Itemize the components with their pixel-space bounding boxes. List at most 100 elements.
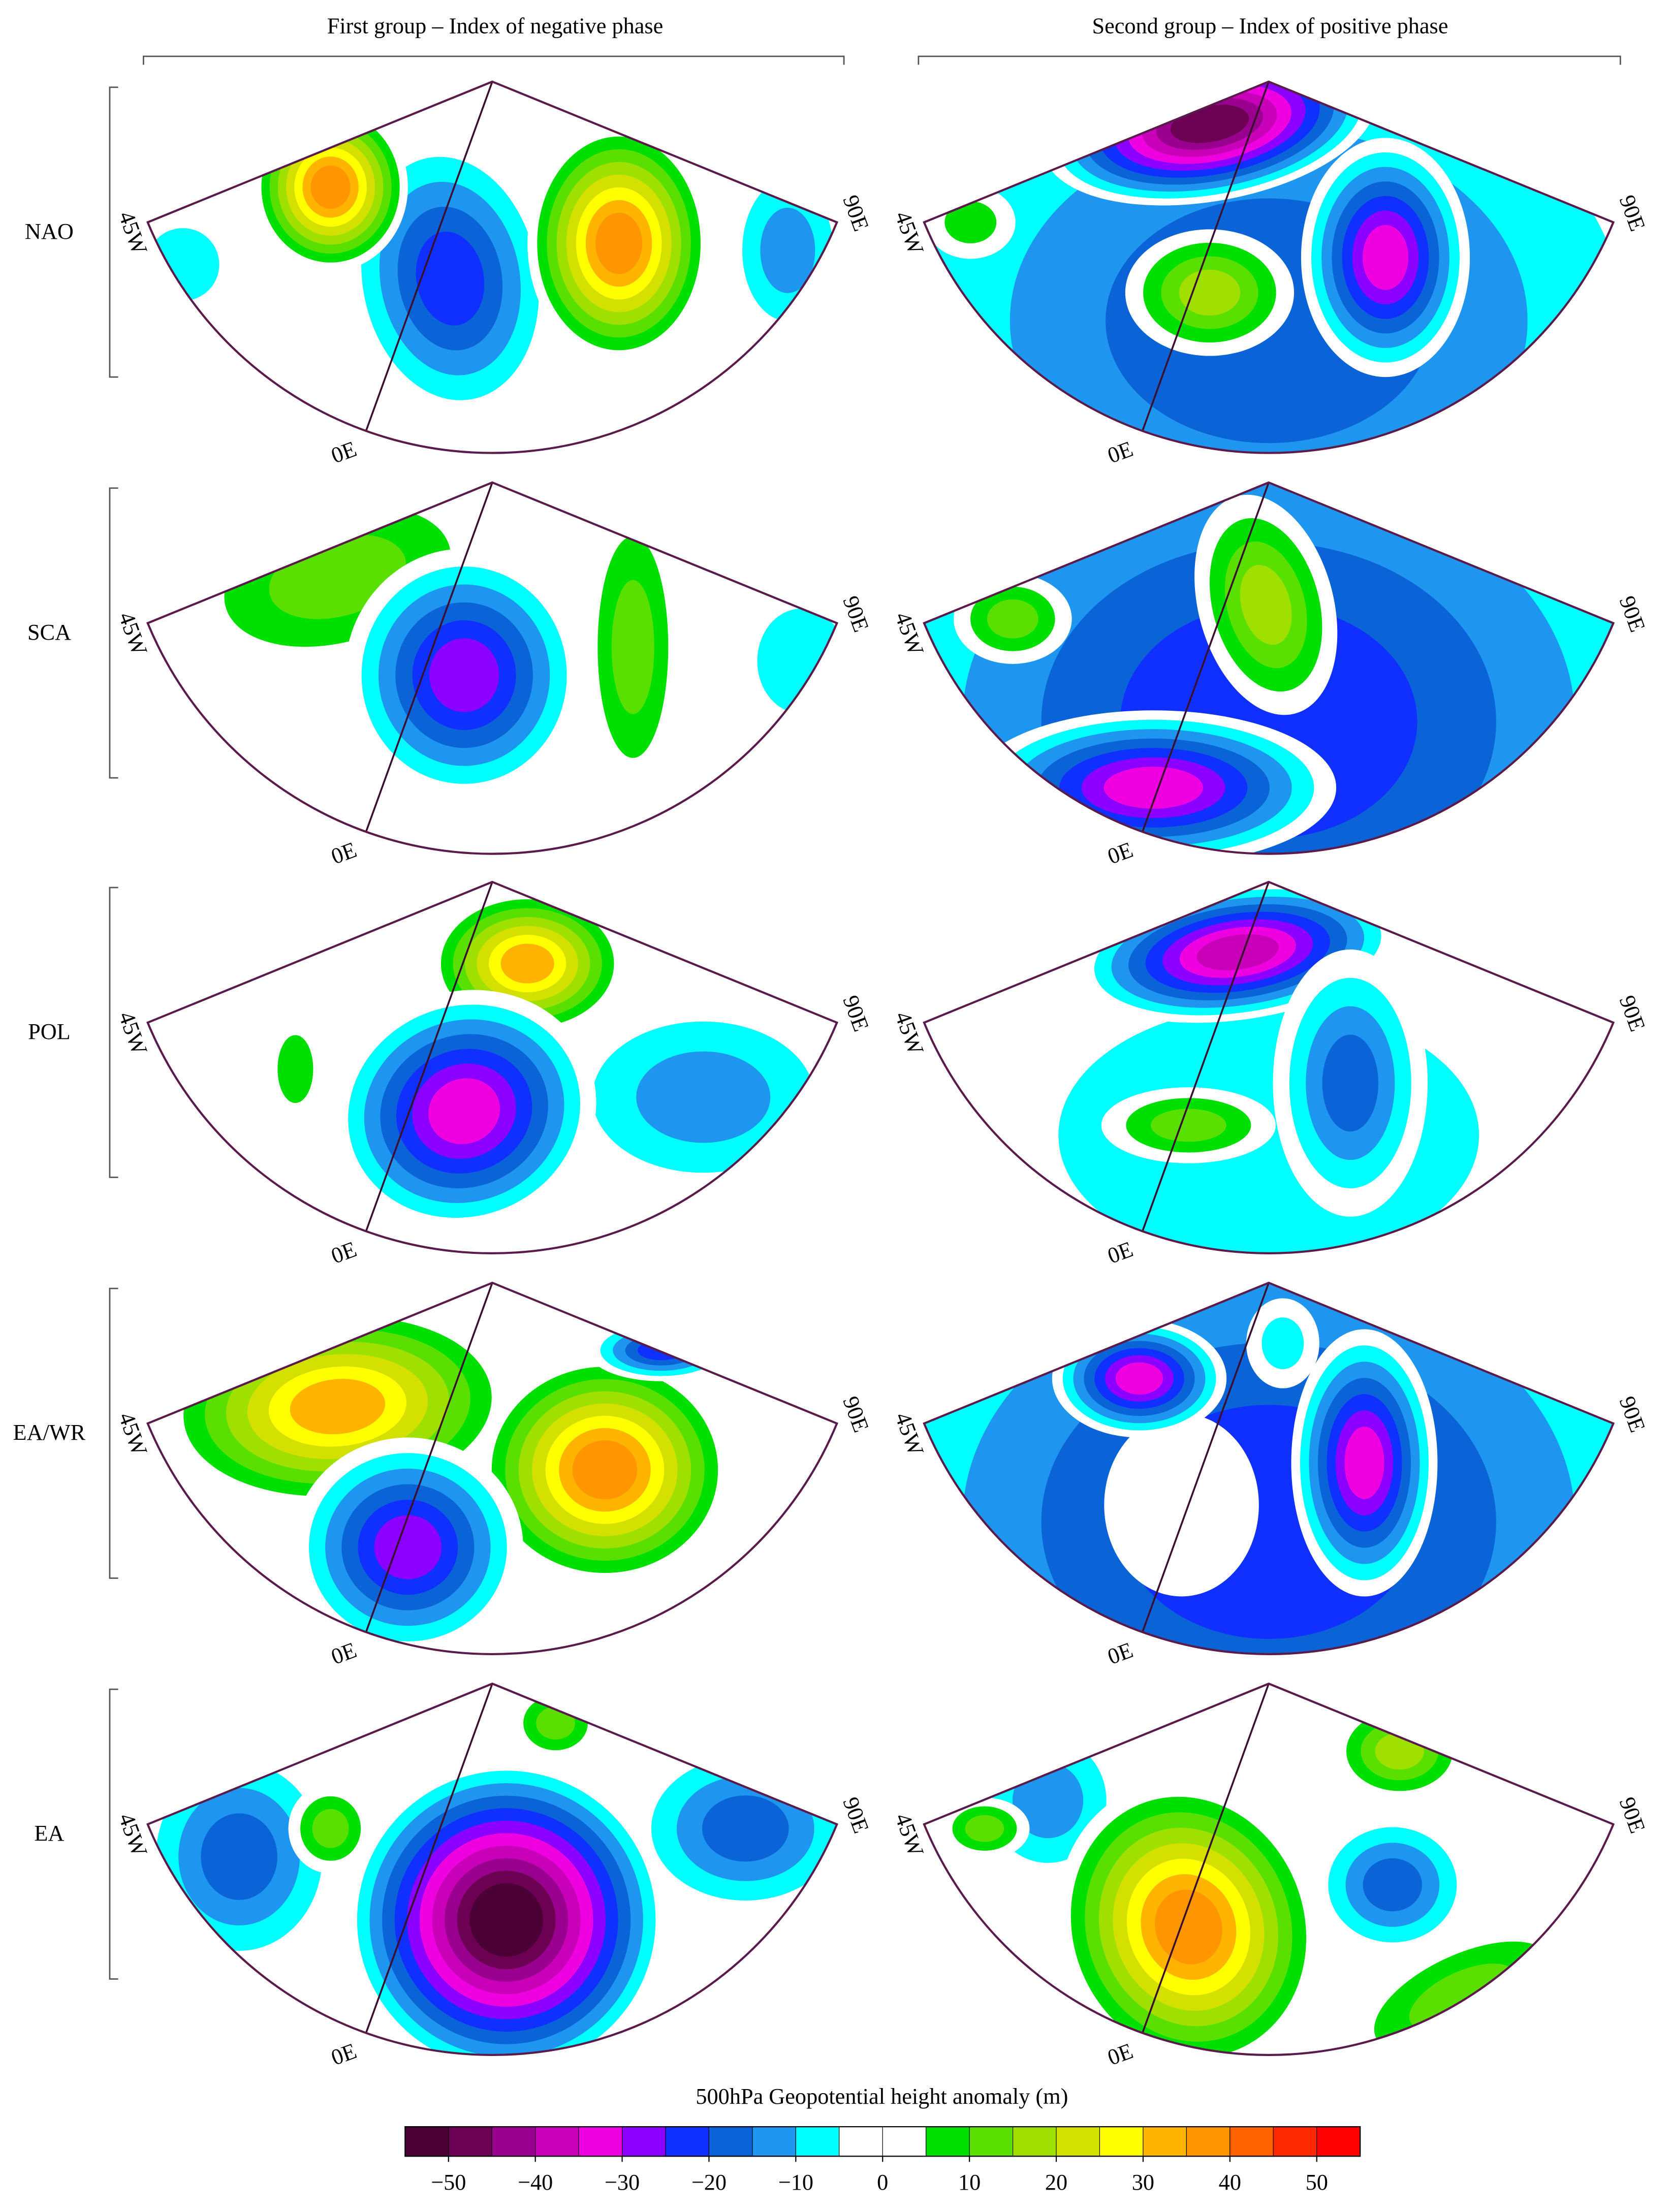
- colorbar-bin: [795, 2126, 840, 2157]
- colorbar-tick-label: 30: [1132, 2170, 1154, 2195]
- anomaly-contour: [757, 608, 837, 714]
- colorbar-tick-label: 40: [1219, 2170, 1241, 2195]
- row-bracket: [109, 487, 118, 779]
- colorbar-bin: [1273, 2126, 1317, 2157]
- longitude-label: 45W: [114, 208, 152, 258]
- longitude-label: 90E: [838, 192, 873, 235]
- meridian: [1141, 482, 1270, 833]
- meridian: [1141, 881, 1270, 1233]
- panel-outline: [923, 1682, 1615, 2056]
- longitude-label: 45W: [890, 1810, 929, 1860]
- longitude-label: 90E: [1615, 593, 1650, 636]
- meridian: [365, 1684, 493, 2035]
- colorbar-bin: [448, 2126, 492, 2157]
- colorbar-bin: [1013, 2126, 1057, 2157]
- anomaly-contour: [595, 212, 643, 274]
- anomaly-contour: [312, 1809, 349, 1848]
- longitude-label: 90E: [1615, 992, 1650, 1035]
- colorbar-tick-label: −50: [431, 2170, 466, 2195]
- colorbar-bin: [1099, 2126, 1144, 2157]
- colorbar-tick-label: 20: [1045, 2170, 1067, 2195]
- longitude-label: 45W: [114, 609, 152, 658]
- longitude-label: 90E: [1615, 1393, 1650, 1436]
- longitude-label: 0E: [1105, 837, 1137, 869]
- longitude-label: 45W: [890, 1008, 929, 1058]
- longitude-label: 90E: [838, 593, 873, 636]
- colorbar-bin: [535, 2126, 579, 2157]
- anomaly-contour: [702, 1795, 789, 1862]
- longitude-label: 45W: [890, 208, 929, 258]
- panel-outline: [146, 80, 838, 454]
- panel-outline: [146, 1682, 838, 2056]
- colorbar-bin: [1229, 2126, 1274, 2157]
- colorbar-bin: [839, 2126, 883, 2157]
- anomaly-contour: [536, 1707, 575, 1740]
- meridian: [365, 81, 493, 432]
- panel-outline: [923, 481, 1615, 855]
- longitude-label: 0E: [328, 1237, 360, 1269]
- longitude-label: 0E: [328, 436, 360, 468]
- colorbar-bin: [1056, 2126, 1100, 2157]
- longitude-label: 45W: [890, 1409, 929, 1459]
- panel-outline: [146, 481, 838, 855]
- colorbar-bin: [1186, 2126, 1231, 2157]
- anomaly-contour: [1375, 1732, 1424, 1770]
- meridian: [1141, 81, 1270, 432]
- map-panel: [147, 1684, 837, 2055]
- anomaly-contour: [944, 201, 997, 243]
- anomaly-contour: [500, 943, 554, 984]
- colorbar-bin: [882, 2126, 927, 2157]
- anomaly-contour: [1363, 1858, 1423, 1912]
- row-label: EA/WR: [13, 1420, 86, 1445]
- colorbar-bin: [708, 2126, 753, 2157]
- colorbar-tick-label: −30: [605, 2170, 640, 2195]
- colorbar-bin: [665, 2126, 710, 2157]
- anomaly-contour: [147, 228, 219, 301]
- colorbar-title: 500hPa Geopotential height anomaly (m): [696, 2084, 1068, 2109]
- panel-outline: [923, 80, 1615, 454]
- longitude-label: 90E: [838, 992, 873, 1035]
- row-bracket: [109, 1688, 118, 1980]
- colorbar-bin: [1143, 2126, 1187, 2157]
- colorbar-tick-label: 50: [1306, 2170, 1328, 2195]
- colorbar-tick-label: 10: [958, 2170, 981, 2195]
- map-panel: [147, 482, 837, 854]
- longitude-label: 45W: [114, 1810, 152, 1860]
- row-bracket: [109, 887, 118, 1178]
- longitude-label: 90E: [1615, 1794, 1650, 1837]
- row-label: SCA: [27, 620, 71, 645]
- anomaly-contour: [290, 1379, 386, 1435]
- anomaly-contour: [1240, 565, 1292, 645]
- map-panel: [147, 81, 837, 453]
- colorbar-bin: [578, 2126, 623, 2157]
- column-title: First group – Index of negative phase: [327, 14, 664, 39]
- longitude-label: 0E: [1105, 436, 1137, 468]
- meridian: [365, 881, 493, 1233]
- anomaly-contour: [374, 1515, 442, 1579]
- anomaly-contour: [1196, 934, 1279, 970]
- longitude-label: 45W: [114, 1008, 152, 1058]
- row-bracket: [109, 86, 118, 378]
- colorbar-tick-label: −20: [691, 2170, 727, 2195]
- row-bracket: [109, 1287, 118, 1579]
- anomaly-contour: [611, 580, 654, 714]
- meridian: [1141, 1283, 1270, 1633]
- anomaly-contour: [1104, 1413, 1259, 1597]
- anomaly-contour: [1104, 767, 1203, 809]
- map-panel: [147, 881, 837, 1253]
- anomaly-contour: [1344, 1426, 1384, 1499]
- anomaly-contour: [572, 1440, 638, 1500]
- row-label: POL: [28, 1019, 71, 1044]
- anomaly-contour: [469, 1883, 544, 1957]
- column-bracket: [143, 55, 845, 65]
- anomaly-contour: [1179, 269, 1241, 316]
- anomaly-contour: [428, 1078, 500, 1145]
- anomaly-contour: [1115, 1362, 1163, 1395]
- longitude-label: 45W: [890, 609, 929, 658]
- anomaly-contour: [310, 165, 351, 209]
- anomaly-contour: [1362, 225, 1409, 290]
- colorbar-tick-label: 0: [877, 2170, 888, 2195]
- colorbar-tick-label: −40: [518, 2170, 553, 2195]
- colorbar-bin: [926, 2126, 970, 2157]
- anomaly-contour: [760, 207, 815, 293]
